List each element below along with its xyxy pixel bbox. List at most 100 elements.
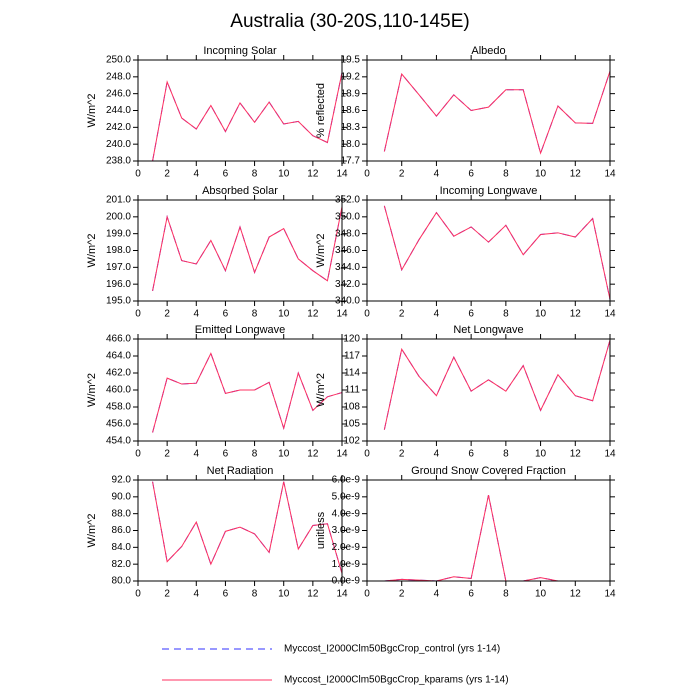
x-tick-label: 12 xyxy=(570,169,582,180)
x-tick-label: 6 xyxy=(223,449,229,460)
y-tick-label: 344.0 xyxy=(335,262,360,273)
x-tick-label: 12 xyxy=(307,449,319,460)
y-tick-label: 199.0 xyxy=(106,228,131,239)
x-tick-label: 6 xyxy=(468,169,474,180)
panel-title: Emitted Longwave xyxy=(195,324,286,336)
y-tick-label: 466.0 xyxy=(106,334,131,345)
y-tick-label: 117 xyxy=(344,351,360,362)
y-axis-label: W/m^2 xyxy=(315,234,327,268)
y-tick-label: 240.0 xyxy=(106,139,131,150)
x-tick-label: 8 xyxy=(252,589,258,600)
x-tick-label: 2 xyxy=(164,589,170,600)
x-tick-label: 8 xyxy=(503,309,509,320)
y-tick-label: 238.0 xyxy=(106,156,131,167)
y-tick-label: 242.0 xyxy=(106,122,131,133)
y-tick-label: 18.3 xyxy=(341,122,361,133)
x-tick-label: 14 xyxy=(604,309,616,320)
x-tick-label: 8 xyxy=(252,449,258,460)
y-tick-label: 196.0 xyxy=(106,279,131,290)
y-tick-label: 0.0e-9 xyxy=(332,576,361,587)
x-tick-label: 12 xyxy=(570,589,582,600)
y-tick-label: 201.0 xyxy=(106,195,131,206)
x-tick-label: 10 xyxy=(535,449,547,460)
x-tick-label: 8 xyxy=(252,309,258,320)
x-tick-label: 8 xyxy=(503,169,509,180)
y-tick-label: 2.0e-9 xyxy=(332,542,361,553)
plot-frame xyxy=(366,199,611,302)
plot-frame xyxy=(366,59,611,162)
x-tick-label: 2 xyxy=(399,449,405,460)
x-tick-label: 0 xyxy=(135,169,141,180)
x-tick-label: 0 xyxy=(364,449,370,460)
x-tick-label: 6 xyxy=(468,449,474,460)
x-tick-label: 12 xyxy=(307,309,319,320)
x-tick-label: 6 xyxy=(468,589,474,600)
y-tick-label: 5.0e-9 xyxy=(332,491,361,502)
y-tick-label: 340.0 xyxy=(335,296,360,307)
series-line xyxy=(383,205,611,300)
y-tick-label: 352.0 xyxy=(335,195,360,206)
x-tick-label: 4 xyxy=(434,309,440,320)
x-tick-label: 14 xyxy=(604,169,616,180)
x-tick-label: 0 xyxy=(364,309,370,320)
x-tick-label: 12 xyxy=(570,309,582,320)
y-tick-label: 3.0e-9 xyxy=(332,525,361,536)
x-tick-label: 2 xyxy=(399,309,405,320)
x-tick-label: 14 xyxy=(604,589,616,600)
panel-title: Incoming Longwave xyxy=(440,185,538,197)
x-tick-label: 10 xyxy=(535,169,547,180)
y-tick-label: 90.0 xyxy=(112,491,132,502)
series-line xyxy=(152,352,343,433)
x-tick-label: 2 xyxy=(164,309,170,320)
y-axis-label: W/m^2 xyxy=(86,234,98,268)
y-tick-label: 19.2 xyxy=(341,71,361,82)
x-tick-label: 0 xyxy=(135,309,141,320)
x-tick-label: 8 xyxy=(503,589,509,600)
x-tick-label: 14 xyxy=(336,169,348,180)
x-tick-label: 12 xyxy=(307,589,319,600)
y-axis-label: W/m^2 xyxy=(86,94,98,128)
panel-title: Net Longwave xyxy=(453,324,523,336)
panel-title: Ground Snow Covered Fraction xyxy=(411,465,566,477)
series-line xyxy=(152,72,343,162)
x-tick-label: 6 xyxy=(223,169,229,180)
panel-title: Albedo xyxy=(471,45,505,57)
x-tick-label: 14 xyxy=(604,449,616,460)
y-tick-label: 18.9 xyxy=(341,88,361,99)
x-tick-label: 10 xyxy=(278,589,290,600)
x-tick-label: 14 xyxy=(336,449,348,460)
y-tick-label: 18.0 xyxy=(341,139,361,150)
y-tick-label: 108 xyxy=(343,402,360,413)
x-tick-label: 14 xyxy=(336,309,348,320)
legend-label: Myccost_I2000Clm50BgcCrop_kparams (yrs 1… xyxy=(284,675,509,686)
y-tick-label: 456.0 xyxy=(106,419,131,430)
x-tick-label: 14 xyxy=(336,589,348,600)
y-tick-label: 248.0 xyxy=(106,71,131,82)
x-tick-label: 2 xyxy=(164,169,170,180)
y-tick-label: 84.0 xyxy=(112,542,132,553)
y-tick-label: 195.0 xyxy=(106,296,131,307)
y-tick-label: 92.0 xyxy=(112,475,132,486)
y-tick-label: 246.0 xyxy=(106,88,131,99)
x-tick-label: 4 xyxy=(194,449,200,460)
y-tick-label: 88.0 xyxy=(112,508,132,519)
y-axis-label: W/m^2 xyxy=(86,514,98,548)
x-tick-label: 4 xyxy=(194,309,200,320)
x-tick-label: 0 xyxy=(364,169,370,180)
x-tick-label: 2 xyxy=(399,169,405,180)
plot-frame xyxy=(366,479,611,582)
y-tick-label: 342.0 xyxy=(335,279,360,290)
y-tick-label: 350.0 xyxy=(335,211,360,222)
x-tick-label: 12 xyxy=(570,449,582,460)
y-tick-label: 346.0 xyxy=(335,245,360,256)
y-tick-label: 6.0e-9 xyxy=(332,475,361,486)
x-tick-label: 10 xyxy=(535,309,547,320)
y-tick-label: 114 xyxy=(344,368,360,379)
plot-frame xyxy=(137,59,343,162)
y-tick-label: 458.0 xyxy=(106,402,131,413)
y-axis-label: % reflected xyxy=(315,83,327,138)
x-tick-label: 6 xyxy=(223,589,229,600)
y-tick-label: 17.7 xyxy=(341,156,361,167)
x-tick-label: 6 xyxy=(468,309,474,320)
y-tick-label: 80.0 xyxy=(112,576,132,587)
